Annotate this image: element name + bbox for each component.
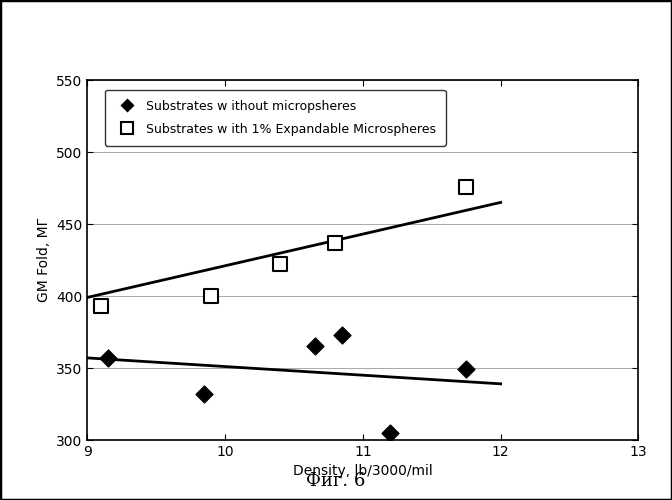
Point	[309, 342, 320, 350]
Point	[330, 238, 341, 246]
Legend: Substrates w ithout micropsheres, Substrates w ith 1% Expandable Microspheres: Substrates w ithout micropsheres, Substr…	[105, 90, 446, 146]
Point	[461, 366, 472, 374]
Point	[337, 331, 347, 339]
Text: Фиг. 6: Фиг. 6	[306, 472, 366, 490]
Point	[103, 354, 114, 362]
X-axis label: Density, lb/3000/mil: Density, lb/3000/mil	[293, 464, 433, 478]
Y-axis label: GM Fold, МГ: GM Fold, МГ	[37, 218, 50, 302]
Point	[275, 260, 286, 268]
Point	[385, 429, 396, 437]
Point	[461, 182, 472, 190]
Point	[95, 302, 106, 310]
Point	[206, 292, 217, 300]
Point	[199, 390, 210, 398]
